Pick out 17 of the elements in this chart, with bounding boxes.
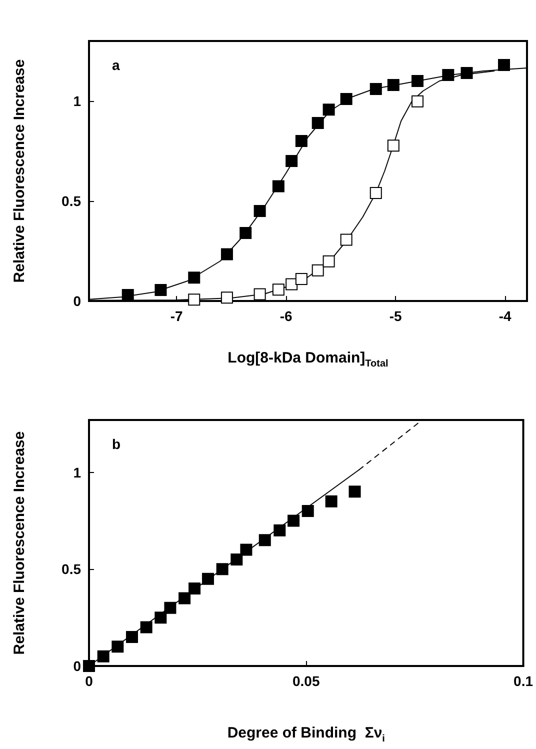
y-axis-title: Relative Fluorescence Increase	[11, 59, 28, 283]
y-tick-label: 0.5	[62, 561, 82, 578]
y-tick-label: 0	[73, 293, 82, 309]
y-tick-label: 0	[73, 658, 82, 674]
x-tick-label: 0	[85, 673, 94, 689]
annotation: a	[112, 57, 120, 73]
x-tick-label: -7	[170, 308, 184, 324]
annotation: b	[112, 436, 121, 452]
x-tick-label: 0.05	[292, 673, 320, 689]
x-tick-label: -6	[280, 308, 293, 324]
y-tick-label: 1	[73, 93, 82, 109]
y-tick-label: 1	[73, 464, 82, 480]
x-tick-label: -4	[498, 308, 512, 324]
x-tick-label: -5	[389, 308, 402, 324]
y-tick-label: 0.5	[62, 193, 82, 209]
x-tick-label: 0.1	[514, 673, 534, 689]
y-axis-title: Relative Fluorescence Increase	[11, 431, 28, 655]
